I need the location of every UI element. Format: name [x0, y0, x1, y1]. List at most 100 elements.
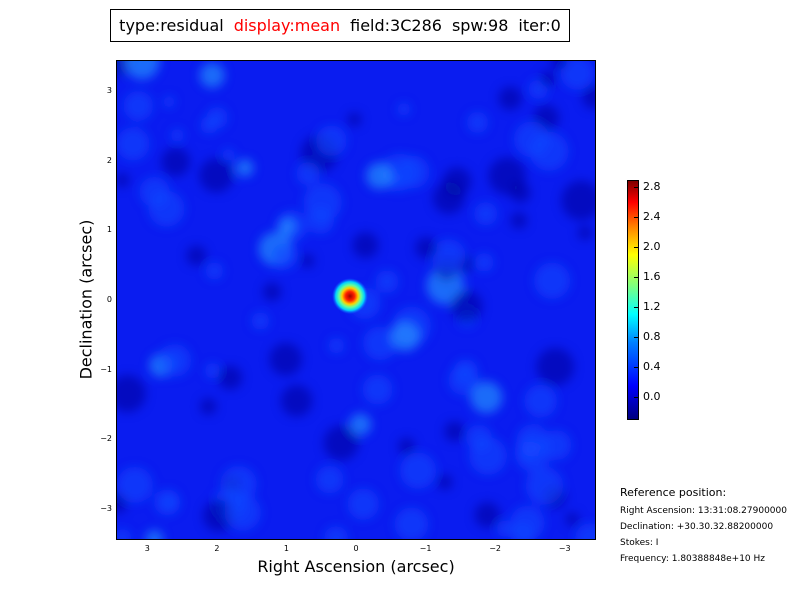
residual-blob — [205, 262, 224, 280]
residual-blob — [432, 182, 465, 214]
y-tick-label: 3 — [106, 86, 112, 96]
residual-blob — [347, 112, 362, 127]
residual-blob — [206, 107, 228, 129]
plot-title-box: type:residual display:mean field:3C286 s… — [110, 9, 570, 42]
residual-blob — [536, 347, 575, 386]
residual-blob — [561, 180, 595, 221]
residual-blob — [158, 344, 192, 377]
residual-blob — [551, 61, 567, 70]
residual-blob — [394, 507, 429, 539]
colorbar-tick-mark — [634, 306, 639, 308]
peak-source — [332, 278, 369, 315]
residual-blob — [577, 225, 593, 240]
residual-blob — [498, 86, 522, 111]
residual-blob — [510, 212, 527, 229]
colorbar — [627, 180, 639, 420]
residual-blob — [315, 465, 344, 494]
y-tick-label: −1 — [100, 364, 112, 374]
y-tick-label: −2 — [100, 434, 112, 444]
residual-blob — [278, 217, 296, 236]
residual-blob — [510, 182, 531, 203]
residual-blob — [117, 375, 146, 413]
residual-blob — [560, 61, 594, 90]
residual-blob — [450, 290, 483, 322]
x-axis-label: Right Ascension (arcsec) — [257, 557, 455, 576]
x-tick-label: 3 — [144, 544, 150, 553]
colorbar-tick-label: 0.4 — [643, 359, 661, 373]
residual-blob — [466, 111, 489, 134]
residual-blob — [524, 384, 558, 418]
title-spw: spw:98 — [451, 16, 509, 35]
residual-blob — [399, 452, 437, 489]
residual-blob — [525, 467, 564, 505]
reference-info: Reference position: Right Ascension: 13:… — [620, 485, 787, 567]
residual-blob — [316, 125, 347, 157]
residual-blob — [199, 62, 225, 88]
residual-blob — [117, 466, 153, 503]
colorbar-tick-mark — [634, 246, 639, 248]
residual-blob — [513, 121, 550, 158]
residual-blob — [300, 254, 315, 268]
residual-blob — [365, 162, 393, 190]
residual-blob — [296, 162, 320, 186]
residual-blob — [235, 159, 254, 177]
colorbar-tick-label: 2.4 — [643, 209, 661, 223]
residual-blob — [161, 147, 191, 177]
residual-blob — [251, 312, 270, 330]
residual-blob — [204, 362, 221, 379]
residual-blob — [474, 502, 501, 528]
residual-blob — [186, 245, 207, 266]
colorbar-tick-mark — [634, 396, 639, 398]
residual-blob — [224, 494, 261, 531]
reference-dec: Declination: +30.30.32.88200000 — [620, 522, 774, 532]
residual-blob — [220, 465, 257, 503]
residual-blob — [453, 359, 478, 384]
x-tick-label: −1 — [419, 544, 432, 553]
residual-blob — [117, 528, 132, 539]
colorbar-tick-mark — [634, 216, 639, 218]
residual-blob — [415, 236, 438, 259]
colorbar-tick-label: 0.8 — [643, 329, 661, 343]
residual-blob — [575, 523, 595, 539]
colorbar-tick-mark — [634, 276, 639, 278]
title-iter: iter:0 — [518, 16, 561, 35]
residual-blob — [162, 95, 176, 108]
residual-blob — [474, 202, 498, 226]
y-axis-label: Declination (arcsec) — [76, 219, 96, 380]
colorbar-tick-label: 2.0 — [643, 239, 661, 253]
y-tick-label: 1 — [106, 225, 112, 235]
residual-blob — [444, 421, 465, 442]
residual-blob — [154, 489, 181, 516]
residual-blob — [363, 326, 397, 361]
y-tick-label: −3 — [100, 503, 112, 513]
residual-blob — [466, 424, 492, 451]
y-tick-label: 2 — [106, 155, 112, 165]
residual-blob — [328, 337, 345, 354]
title-display: display:mean — [233, 16, 341, 35]
residual-blob — [540, 70, 557, 87]
colorbar-tick-label: 0.0 — [643, 389, 661, 403]
residual-blob — [534, 262, 571, 299]
residual-blob — [324, 526, 348, 539]
residual-image[interactable] — [116, 60, 596, 540]
residual-blob — [269, 343, 302, 376]
colorbar-tick-label: 2.8 — [643, 179, 661, 193]
residual-blob — [323, 425, 359, 461]
residual-blob — [218, 365, 243, 390]
residual-blob — [510, 523, 535, 539]
residual-blob — [123, 91, 154, 121]
residual-blob — [474, 252, 494, 272]
residual-blob — [124, 61, 160, 80]
x-tick-label: −3 — [558, 544, 571, 553]
x-tick-label: 2 — [214, 544, 220, 553]
residual-blob — [496, 520, 513, 537]
residual-blob — [145, 530, 164, 539]
residual-blob — [221, 148, 235, 162]
residual-blob — [398, 437, 416, 455]
residual-blob — [117, 173, 130, 188]
colorbar-tick-mark — [634, 336, 639, 338]
residual-blob — [582, 85, 595, 109]
x-tick-label: −2 — [489, 544, 502, 553]
residual-blob — [565, 512, 580, 527]
residual-blob — [271, 243, 298, 270]
